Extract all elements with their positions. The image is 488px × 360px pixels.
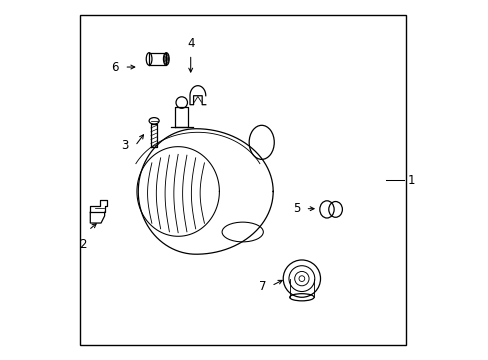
Text: 2: 2 [79,238,87,251]
Text: 6: 6 [111,60,119,73]
Text: 3: 3 [121,139,128,152]
Text: 5: 5 [292,202,300,215]
Text: 4: 4 [186,37,194,50]
Text: 7: 7 [258,280,265,293]
Text: 1: 1 [407,174,414,186]
